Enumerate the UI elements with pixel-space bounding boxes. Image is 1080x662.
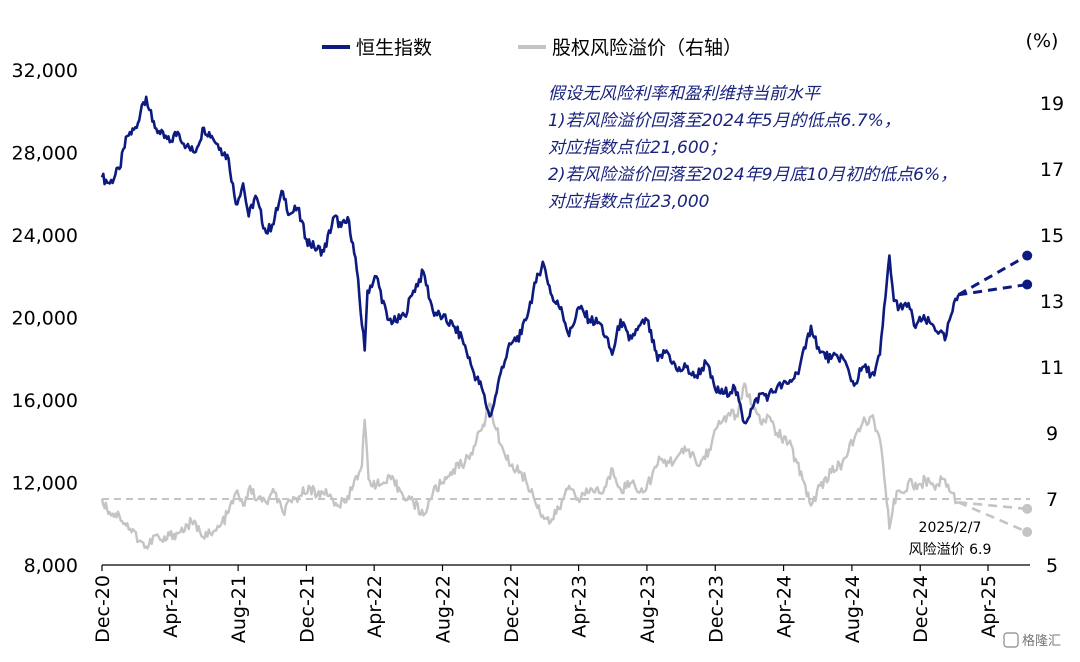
y-left-tick-1: 12,000	[12, 473, 78, 495]
projection-line-2	[958, 501, 1028, 511]
series-line-hsi	[100, 95, 960, 425]
annotation-line-4: 2)若风险溢价回落至2024年9月底10月初的低点6%，	[548, 165, 957, 185]
x-tick-label-9: Dec-23	[705, 575, 727, 643]
x-tick-label-0: Dec-20	[92, 575, 114, 643]
x-tick-label-6: Dec-22	[501, 575, 523, 643]
y-left-tick-6: 32,000	[12, 60, 78, 82]
series-line-erp	[100, 382, 959, 550]
y-right-tick-5: 15	[1040, 225, 1064, 247]
annotation-line-3: 对应指数点位21,600；	[548, 138, 726, 158]
x-tick-label-12: Dec-24	[910, 575, 932, 643]
y-left-tick-4: 24,000	[12, 225, 78, 247]
y-right-tick-7: 19	[1040, 93, 1064, 115]
x-tick-label-3: Dec-21	[296, 575, 318, 643]
legend: 恒生指数 股权风险溢价（右轴）	[322, 37, 742, 59]
y-right-axis: 5 7 9 11 13 15 17 19	[1040, 93, 1064, 577]
annotation-line-1: 假设无风险利率和盈利维持当前水平	[548, 84, 822, 104]
x-tick-label-13: Apr-25	[978, 575, 1000, 638]
x-tick-label-5: Aug-22	[433, 575, 455, 643]
watermark: 格隆汇	[1003, 632, 1061, 649]
annotation-line-5: 对应指数点位23,000	[548, 192, 709, 212]
x-tick-label-11: Aug-24	[842, 575, 864, 643]
watermark-logo-icon	[1003, 632, 1019, 648]
point-note-value: 风险溢价 6.9	[909, 542, 992, 558]
x-tick-label-7: Apr-23	[569, 575, 591, 638]
projection-endpoint-0	[1022, 250, 1033, 261]
y-right-tick-6: 17	[1040, 159, 1064, 181]
y-left-tick-2: 16,000	[12, 390, 78, 412]
point-note-date: 2025/2/7	[919, 520, 982, 536]
y-left-tick-5: 28,000	[12, 143, 78, 165]
annotation-text: 假设无风险利率和盈利维持当前水平 1)若风险溢价回落至2024年5月的低点6.7…	[548, 84, 957, 212]
y-right-tick-3: 11	[1040, 357, 1064, 379]
legend-label-erp: 股权风险溢价（右轴）	[552, 37, 742, 59]
annotation-line-2: 1)若风险溢价回落至2024年5月的低点6.7%，	[548, 111, 901, 131]
y-left-tick-3: 20,000	[12, 308, 78, 330]
y-right-tick-0: 5	[1046, 555, 1058, 577]
x-tick-label-10: Apr-24	[774, 575, 796, 638]
projection-endpoint-3	[1022, 527, 1033, 537]
y-left-axis: 8,000 12,000 16,000 20,000 24,000 28,000 32,00…	[12, 60, 78, 577]
x-tick-label-4: Apr-22	[364, 575, 386, 638]
x-axis: Dec-20 Apr-21 Aug-21 Dec-21 Apr-22 Aug-22 Dec-…	[92, 564, 1030, 643]
x-tick-label-1: Apr-21	[160, 575, 182, 638]
y-right-tick-4: 13	[1040, 291, 1064, 313]
y-left-tick-0: 8,000	[24, 555, 78, 577]
legend-label-hsi: 恒生指数	[356, 37, 432, 59]
projection-line-1	[958, 283, 1028, 297]
right-axis-unit: (%)	[1026, 30, 1059, 52]
plot-area	[100, 95, 1033, 550]
projection-endpoint-2	[1022, 503, 1033, 514]
projection-line-3	[957, 501, 1028, 534]
point-note: 2025/2/7 风险溢价 6.9	[909, 520, 992, 558]
x-tick-label-8: Aug-23	[637, 575, 659, 643]
y-right-tick-2: 9	[1046, 423, 1058, 445]
x-tick-label-2: Aug-21	[228, 575, 250, 643]
projection-endpoint-1	[1022, 279, 1033, 290]
projection-line-0	[957, 254, 1028, 297]
y-right-tick-1: 7	[1046, 489, 1058, 511]
watermark-text: 格隆汇	[1022, 633, 1061, 649]
